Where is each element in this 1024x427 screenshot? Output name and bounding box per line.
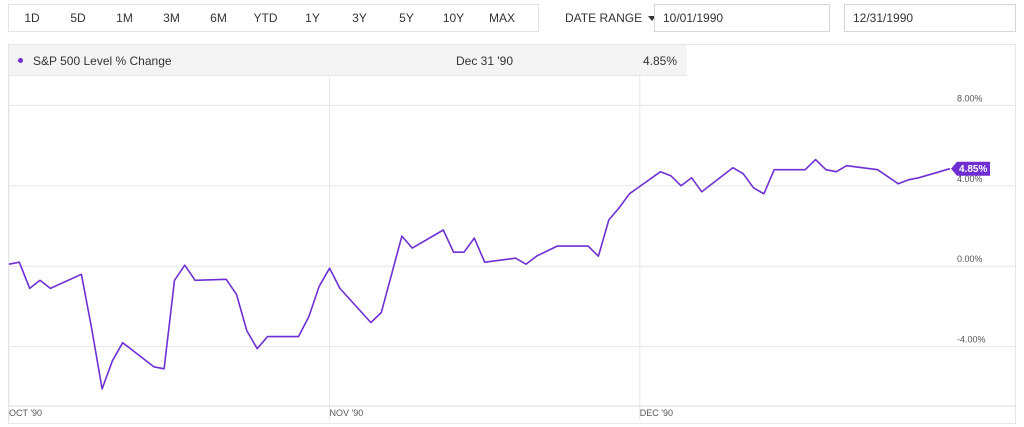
y-tick-label: 4.00% bbox=[957, 174, 983, 184]
series-line-sp500 bbox=[8, 158, 951, 390]
y-tick-label: 8.00% bbox=[957, 93, 983, 103]
start-date-input[interactable] bbox=[654, 4, 830, 32]
x-tick-label: DEC '90 bbox=[640, 408, 673, 418]
x-tick-label: OCT '90 bbox=[9, 408, 42, 418]
end-date-input[interactable] bbox=[844, 4, 1016, 32]
range-button-3y[interactable]: 3Y bbox=[352, 11, 367, 25]
range-button-5y[interactable]: 5Y bbox=[399, 11, 414, 25]
legend-value: 4.85% bbox=[643, 54, 678, 68]
range-toolbar: 1D 5D 1M 3M 6M YTD 1Y 3Y 5Y 10Y MAX bbox=[8, 4, 539, 32]
last-value-label: 4.85% bbox=[959, 164, 987, 175]
y-tick-label: 0.00% bbox=[957, 254, 983, 264]
range-button-5d[interactable]: 5D bbox=[70, 11, 86, 25]
legend-bar: S&P 500 Level % Change Dec 31 '90 4.85% bbox=[9, 45, 687, 76]
range-button-1y[interactable]: 1Y bbox=[305, 11, 320, 25]
legend-date: Dec 31 '90 bbox=[456, 54, 513, 68]
range-button-6m[interactable]: 6M bbox=[210, 11, 227, 25]
x-tick-label: NOV '90 bbox=[330, 408, 364, 418]
date-range-label: DATE RANGE bbox=[565, 11, 643, 25]
range-button-1d[interactable]: 1D bbox=[24, 11, 40, 25]
caret-down-icon bbox=[648, 16, 657, 22]
y-tick-label: -4.00% bbox=[957, 335, 986, 345]
date-range-dropdown[interactable]: DATE RANGE bbox=[565, 11, 657, 25]
range-button-ytd[interactable]: YTD bbox=[253, 11, 278, 25]
range-button-1m[interactable]: 1M bbox=[116, 11, 133, 25]
last-value-badge bbox=[951, 161, 990, 176]
range-button-max[interactable]: MAX bbox=[488, 11, 515, 25]
series-dot-icon bbox=[18, 58, 23, 63]
range-button-10y[interactable]: 10Y bbox=[442, 11, 465, 25]
legend-series-name: S&P 500 Level % Change bbox=[33, 54, 172, 68]
range-button-3m[interactable]: 3M bbox=[163, 11, 180, 25]
